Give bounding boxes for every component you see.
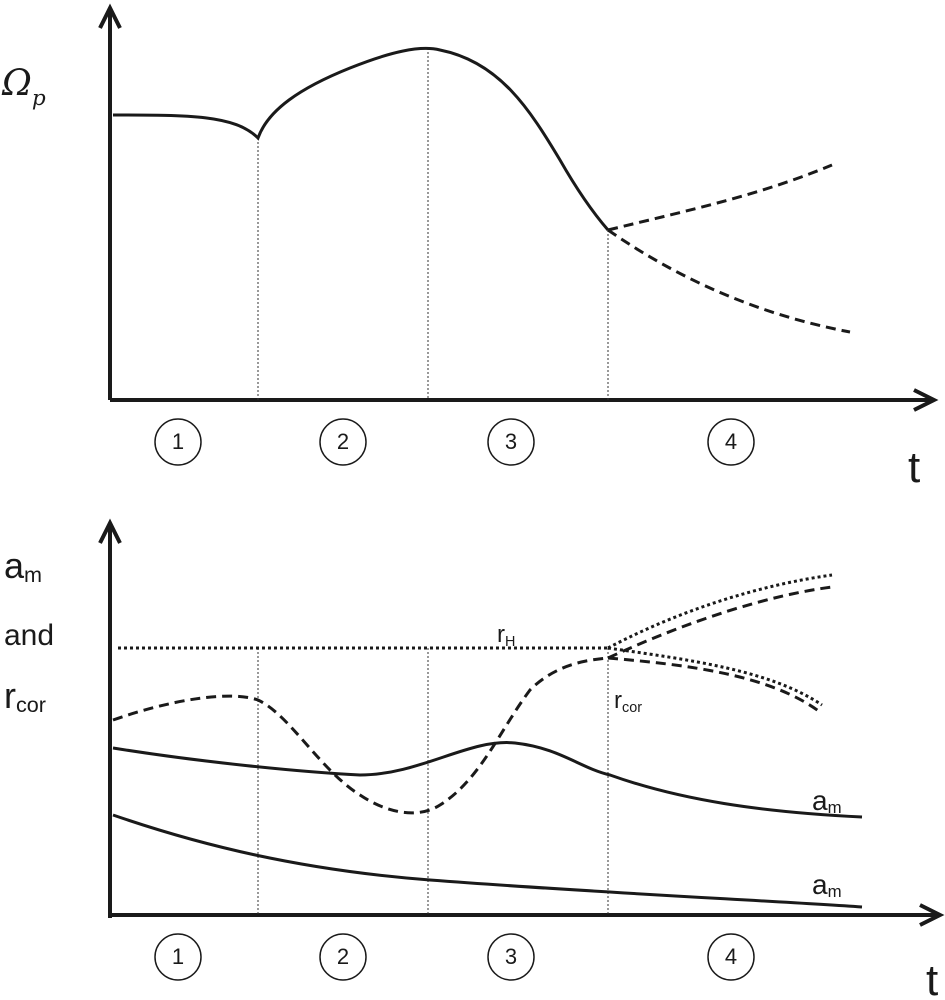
phase-number: 2 — [337, 944, 349, 969]
y-label-subscript: p — [32, 86, 46, 111]
phase-number: 1 — [172, 944, 184, 969]
phase-number: 4 — [725, 944, 737, 969]
label-subscript: m — [828, 882, 842, 901]
phase-circle — [319, 418, 367, 466]
y-label-symbol: a — [4, 545, 25, 586]
top-panel: Ωp t 1 2 3 4 — [1, 3, 939, 492]
y-label: Ωp — [1, 63, 46, 111]
phase-circle — [487, 418, 535, 466]
phase-circle — [707, 418, 755, 466]
r-h-branch-up — [607, 573, 833, 650]
a-m-lower-curve — [112, 813, 863, 909]
label-symbol: r — [614, 687, 622, 714]
axes — [98, 3, 939, 412]
omega-branch-down — [607, 228, 851, 334]
phase-dividers — [257, 48, 609, 400]
y-label-symbol: r — [4, 675, 16, 716]
phase-number: 1 — [172, 429, 184, 454]
label-subscript: cor — [622, 700, 642, 716]
r-cor-branch-down — [607, 656, 821, 714]
y-label-subscript: cor — [16, 692, 46, 717]
phase-circle — [319, 933, 367, 981]
phase-dividers — [257, 648, 609, 915]
r-h-label: rH — [497, 621, 515, 650]
y-label-subscript: m — [24, 562, 42, 587]
phase-circle — [707, 933, 755, 981]
phase-number: 2 — [337, 429, 349, 454]
phase-circle — [154, 418, 202, 466]
label-symbol: a — [812, 785, 828, 816]
x-label: t — [926, 956, 938, 1000]
label-subscript: m — [828, 798, 842, 817]
label-subscript: H — [505, 634, 515, 650]
label-symbol: a — [812, 869, 828, 900]
r-cor-branch-up — [607, 585, 833, 660]
omega-branch-up — [607, 163, 833, 232]
label-symbol: r — [497, 621, 505, 648]
y-label-line1: am — [4, 545, 42, 587]
omega-curve — [112, 46, 610, 231]
r-cor-label: rcor — [614, 687, 642, 716]
r-h-branch-down — [607, 646, 823, 707]
y-label-symbol: Ω — [1, 63, 32, 104]
axes — [98, 518, 945, 927]
r-cor-curve — [112, 656, 609, 815]
a-m-upper-label: am — [812, 785, 842, 817]
x-label: t — [908, 443, 920, 492]
phase-number: 3 — [505, 944, 517, 969]
phase-number: 4 — [725, 429, 737, 454]
phase-number: 3 — [505, 429, 517, 454]
phase-circle — [154, 933, 202, 981]
phase-circle — [487, 933, 535, 981]
a-m-upper-curve — [112, 741, 863, 819]
y-label-line2: and — [4, 619, 54, 652]
a-m-lower-label: am — [812, 869, 842, 901]
y-label-line3: rcor — [4, 675, 46, 717]
